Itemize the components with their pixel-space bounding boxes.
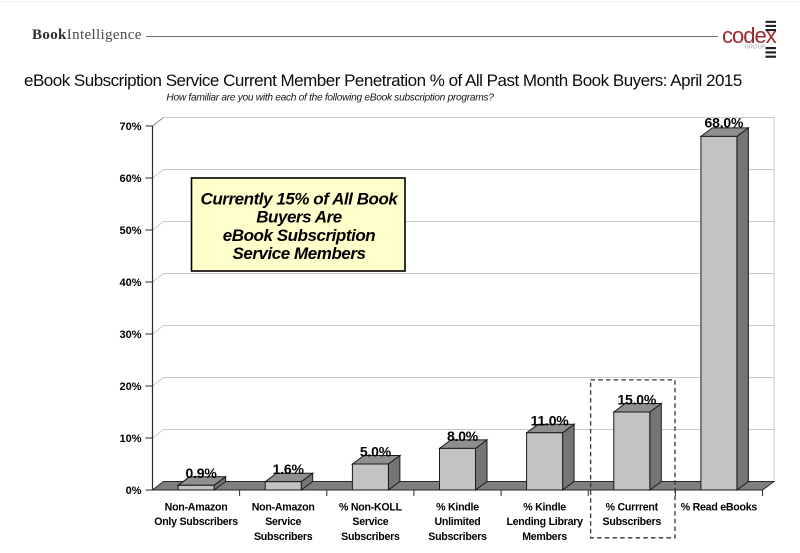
svg-text:GROUP: GROUP xyxy=(744,45,766,51)
svg-text:Currently 15% of All Book: Currently 15% of All Book xyxy=(201,190,400,209)
svg-text:0%: 0% xyxy=(126,485,142,497)
svg-text:codex: codex xyxy=(722,23,777,48)
svg-text:60%: 60% xyxy=(119,173,141,185)
svg-text:Unlimited: Unlimited xyxy=(434,516,480,528)
svg-text:0.9%: 0.9% xyxy=(186,465,218,481)
svg-text:Members: Members xyxy=(522,531,567,543)
svg-text:Buyers Are: Buyers Are xyxy=(256,208,342,227)
svg-text:Lending Library: Lending Library xyxy=(506,516,583,528)
svg-text:% Kindle: % Kindle xyxy=(436,501,479,513)
svg-text:Non-Amazon: Non-Amazon xyxy=(165,501,228,513)
svg-text:Service Members: Service Members xyxy=(232,244,365,263)
svg-text:5.0%: 5.0% xyxy=(360,444,392,460)
svg-text:% Currrent: % Currrent xyxy=(606,501,659,513)
svg-text:50%: 50% xyxy=(119,225,141,237)
svg-text:8.0%: 8.0% xyxy=(447,428,479,444)
svg-text:Service: Service xyxy=(352,516,388,528)
svg-text:70%: 70% xyxy=(119,121,141,133)
svg-text:40%: 40% xyxy=(119,277,141,289)
svg-text:Service: Service xyxy=(265,516,301,528)
svg-text:% Non-KOLL: % Non-KOLL xyxy=(339,501,403,513)
svg-text:11.0%: 11.0% xyxy=(531,412,570,428)
svg-text:BookIntelligence: BookIntelligence xyxy=(32,27,142,43)
svg-text:1.6%: 1.6% xyxy=(273,461,305,477)
svg-text:68.0%: 68.0% xyxy=(705,115,744,131)
svg-text:How familiar are you with each: How familiar are you with each of the fo… xyxy=(166,93,494,104)
svg-text:% Read eBooks: % Read eBooks xyxy=(681,501,758,513)
svg-text:eBook Subscription Service Cur: eBook Subscription Service Current Membe… xyxy=(24,71,742,90)
svg-text:Subscribers: Subscribers xyxy=(254,531,313,543)
svg-text:15.0%: 15.0% xyxy=(617,392,656,408)
svg-text:30%: 30% xyxy=(119,329,141,341)
svg-text:eBook Subscription: eBook Subscription xyxy=(223,226,376,245)
svg-text:Non-Amazon: Non-Amazon xyxy=(252,501,315,513)
svg-text:20%: 20% xyxy=(119,381,141,393)
svg-text:Subscribers: Subscribers xyxy=(603,516,662,528)
svg-text:Subscribers: Subscribers xyxy=(428,531,487,543)
svg-text:Subscribers: Subscribers xyxy=(341,531,400,543)
svg-text:% Kindle: % Kindle xyxy=(523,501,566,513)
svg-text:Only Subscribers: Only Subscribers xyxy=(154,516,238,528)
svg-text:10%: 10% xyxy=(119,433,141,445)
